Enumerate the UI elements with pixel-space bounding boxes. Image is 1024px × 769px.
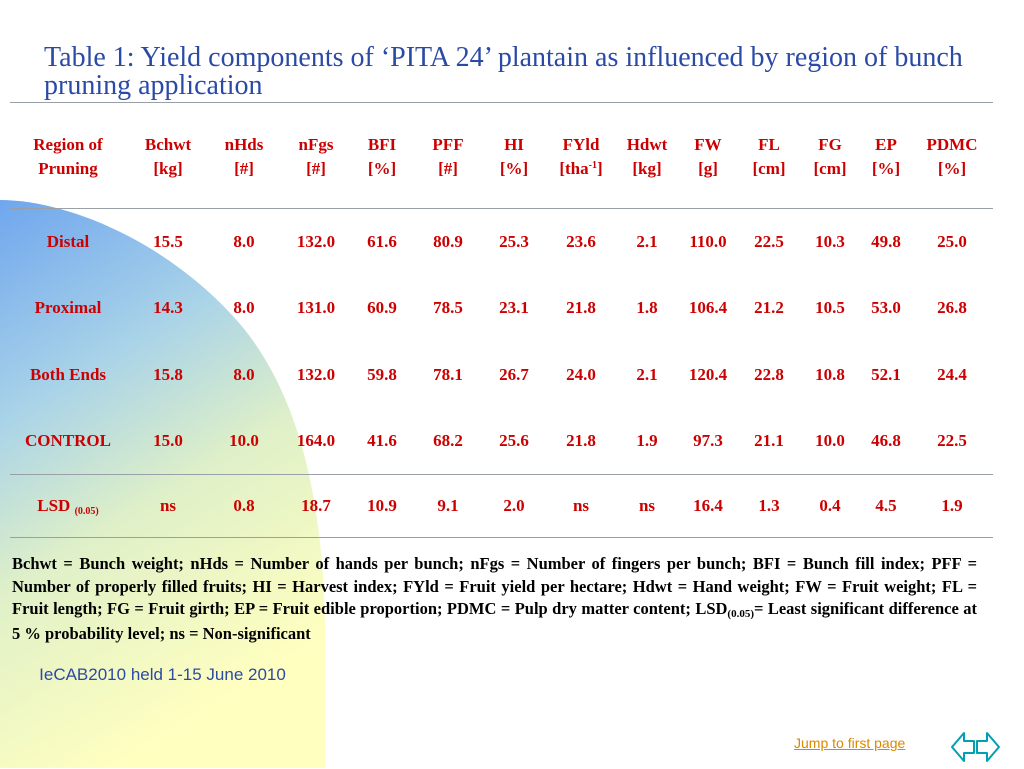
table-cell: 26.8	[937, 298, 967, 317]
table-cell: 0.8	[233, 496, 255, 515]
header-pdmc: PDMC [%]	[926, 135, 978, 178]
header-divider	[10, 208, 993, 209]
table-cell: 2.1	[636, 365, 658, 384]
table-cell: 78.5	[433, 298, 463, 317]
table-cell: ns	[638, 496, 656, 515]
header-hi: HI [%]	[499, 135, 529, 178]
table-cell: 97.3	[693, 431, 723, 450]
table-cell: 1.9	[941, 496, 963, 515]
table-cell: 25.3	[499, 232, 529, 251]
table-cell: 9.1	[437, 496, 459, 515]
table-cell: 23.6	[566, 232, 596, 251]
table-cell: 60.9	[367, 298, 397, 317]
table-cell: 61.6	[367, 232, 397, 251]
table-cell: ns	[159, 496, 177, 515]
table-cell: 68.2	[433, 431, 463, 450]
table-cell: 1.9	[636, 431, 658, 450]
header-nfgs: nFgs [#]	[298, 135, 334, 178]
row-label: Proximal	[34, 298, 102, 317]
table-cell: 21.8	[566, 431, 596, 450]
table-cell: 106.4	[688, 298, 728, 317]
header-ep: EP [%]	[871, 135, 901, 178]
table-cell: 24.0	[566, 365, 596, 384]
table-cell: 16.4	[693, 496, 723, 515]
abbreviations-footnote: Bchwt = Bunch weight; nHds = Number of h…	[12, 554, 978, 643]
table-cell: ns	[572, 496, 590, 515]
table-cell: 110.0	[689, 232, 727, 251]
table-cell: 21.1	[754, 431, 784, 450]
table-cell: 53.0	[871, 298, 901, 317]
header-bfi: BFI [%]	[367, 135, 397, 178]
header-pff: PFF [#]	[432, 135, 464, 178]
table-cell: 25.6	[499, 431, 529, 450]
table-cell: 24.4	[937, 365, 967, 384]
table-cell: 10.0	[815, 431, 845, 450]
table-cell: 8.0	[233, 232, 255, 251]
header-hdwt: Hdwt [kg]	[626, 135, 668, 178]
table-cell: 10.3	[815, 232, 845, 251]
table-cell: 80.9	[433, 232, 463, 251]
header-fl: FL [cm]	[752, 135, 786, 178]
table-cell: 120.4	[688, 365, 728, 384]
table-cell: 164.0	[296, 431, 336, 450]
table-cell: 21.8	[566, 298, 596, 317]
header-fw: FW [g]	[694, 135, 722, 178]
row-label: Distal	[46, 232, 90, 251]
table-cell: 4.5	[875, 496, 897, 515]
table-cell: 21.2	[754, 298, 784, 317]
table-cell: 15.0	[153, 431, 183, 450]
table-cell: 22.5	[937, 431, 967, 450]
table-cell: 10.0	[229, 431, 259, 450]
header-nhds: nHds [#]	[224, 135, 264, 178]
jump-to-first-page-link[interactable]: Jump to first page	[794, 735, 906, 751]
table-cell: 10.9	[367, 496, 397, 515]
table-cell: 1.8	[636, 298, 658, 317]
table-cell: 8.0	[233, 298, 255, 317]
page-title: Table 1: Yield components of ‘PITA 24’ p…	[44, 42, 963, 101]
table-cell: 78.1	[433, 365, 463, 384]
table-cell: 1.3	[758, 496, 780, 515]
title-divider	[10, 102, 993, 103]
table-cell: 132.0	[296, 232, 336, 251]
table-cell: 23.1	[499, 298, 529, 317]
table-cell: 52.1	[871, 365, 901, 384]
table-cell: 132.0	[296, 365, 336, 384]
table-cell: 46.8	[871, 431, 901, 450]
table-cell: 18.7	[301, 496, 331, 515]
table-cell: 14.3	[153, 298, 183, 317]
row-label: LSD (0.05)	[37, 496, 99, 517]
table-cell: 59.8	[367, 365, 397, 384]
table-cell: 49.8	[871, 232, 901, 251]
header-fg: FG [cm]	[813, 135, 847, 178]
arrow-left-icon[interactable]	[950, 730, 976, 769]
table-cell: 15.5	[153, 232, 183, 251]
table-cell: 22.5	[754, 232, 784, 251]
arrow-right-icon[interactable]	[975, 730, 1001, 769]
header-bchwt: Bchwt [kg]	[144, 135, 192, 178]
table-cell: 26.7	[499, 365, 529, 384]
table-cell: 10.5	[815, 298, 845, 317]
table-cell: 0.4	[819, 496, 841, 515]
table-cell: 131.0	[296, 298, 336, 317]
table-cell: 10.8	[815, 365, 845, 384]
body-divider	[10, 474, 993, 475]
header-fyld: FYld [tha-1]	[559, 135, 603, 178]
table-cell: 22.8	[754, 365, 784, 384]
table-cell: 8.0	[233, 365, 255, 384]
table-cell: 41.6	[367, 431, 397, 450]
table-bottom-divider	[10, 537, 993, 538]
header-region: Region of Pruning	[33, 135, 103, 178]
row-label: CONTROL	[25, 431, 111, 450]
table-cell: 2.0	[503, 496, 525, 515]
table-cell: 15.8	[153, 365, 183, 384]
event-caption: IeCAB2010 held 1-15 June 2010	[39, 665, 286, 684]
table-cell: 25.0	[937, 232, 967, 251]
table-cell: 2.1	[636, 232, 658, 251]
row-label: Both Ends	[29, 365, 107, 384]
